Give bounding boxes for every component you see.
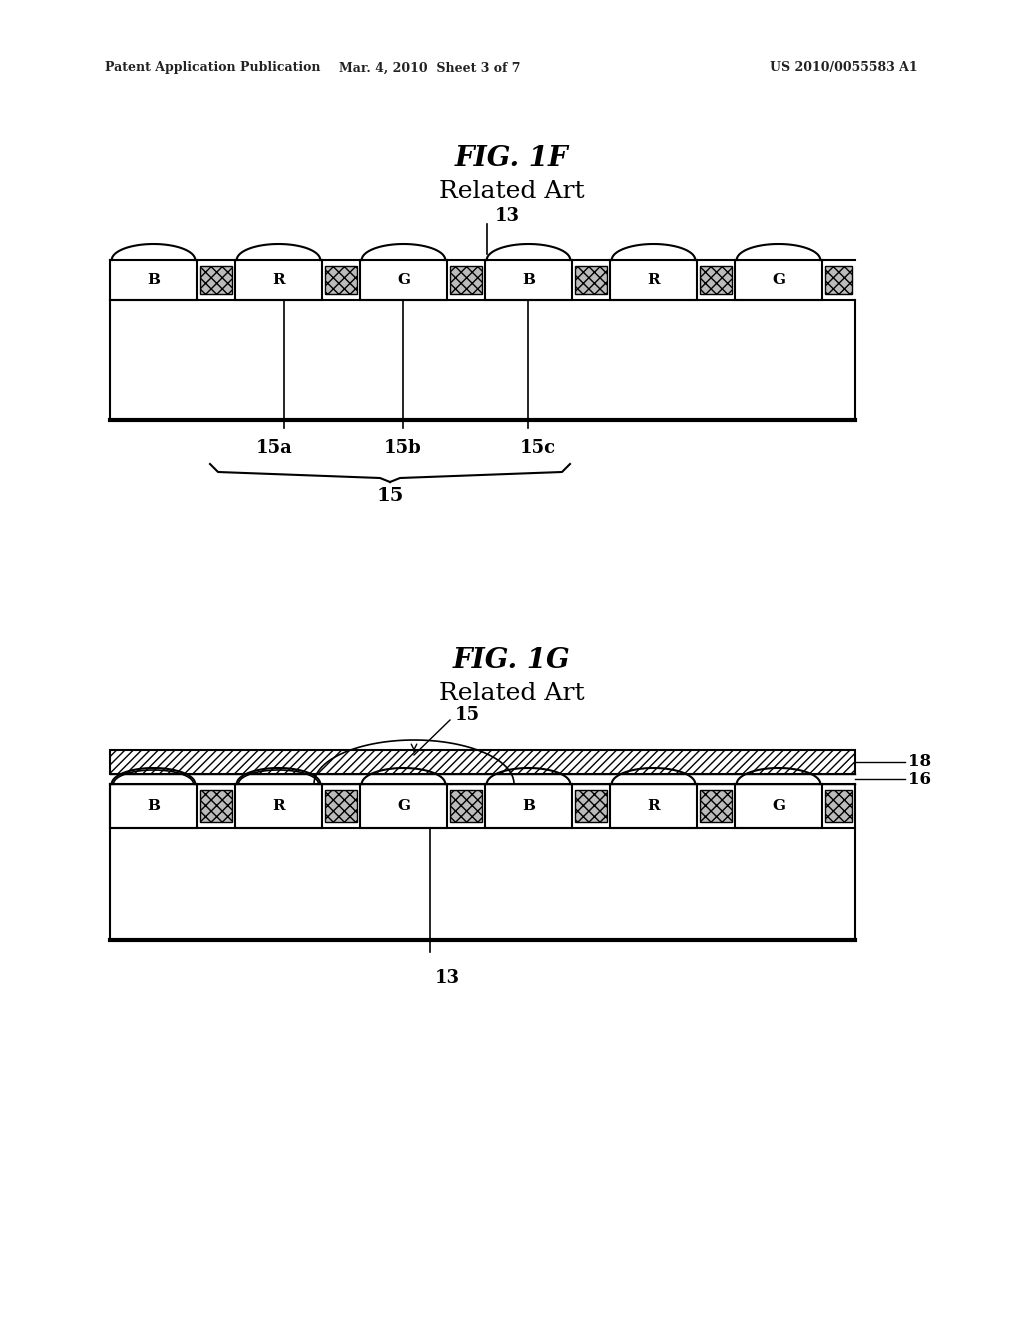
Text: G: G xyxy=(772,273,785,286)
Bar xyxy=(450,267,482,294)
Text: R: R xyxy=(647,273,659,286)
Bar xyxy=(234,260,322,300)
Bar xyxy=(825,789,852,822)
Bar xyxy=(700,267,732,294)
Bar xyxy=(200,789,232,822)
Bar xyxy=(325,267,357,294)
Bar xyxy=(735,260,822,300)
Text: US 2010/0055583 A1: US 2010/0055583 A1 xyxy=(770,62,918,74)
Text: G: G xyxy=(397,273,410,286)
Text: G: G xyxy=(397,799,410,813)
Text: FIG. 1G: FIG. 1G xyxy=(454,647,570,673)
Text: 15a: 15a xyxy=(256,440,293,457)
Text: 15c: 15c xyxy=(520,440,556,457)
Bar xyxy=(575,267,607,294)
Text: Related Art: Related Art xyxy=(439,681,585,705)
Text: B: B xyxy=(522,799,535,813)
Bar xyxy=(575,789,607,822)
Text: 16: 16 xyxy=(908,771,931,788)
Bar xyxy=(360,260,447,300)
Bar xyxy=(825,267,852,294)
Text: FIG. 1F: FIG. 1F xyxy=(455,144,569,172)
Text: 13: 13 xyxy=(495,207,520,224)
Text: 18: 18 xyxy=(908,754,931,771)
Bar xyxy=(200,267,232,294)
Text: Mar. 4, 2010  Sheet 3 of 7: Mar. 4, 2010 Sheet 3 of 7 xyxy=(339,62,521,74)
Text: 15: 15 xyxy=(376,487,403,506)
Text: R: R xyxy=(272,799,285,813)
Text: 13: 13 xyxy=(435,969,460,987)
Bar xyxy=(110,260,197,300)
Text: Patent Application Publication: Patent Application Publication xyxy=(105,62,321,74)
Bar xyxy=(110,750,855,774)
Bar xyxy=(450,789,482,822)
Text: Related Art: Related Art xyxy=(439,181,585,203)
Bar xyxy=(485,260,572,300)
Text: G: G xyxy=(772,799,785,813)
Bar xyxy=(610,260,697,300)
Text: B: B xyxy=(147,799,160,813)
Bar xyxy=(735,784,822,828)
Text: 15: 15 xyxy=(455,706,480,723)
Text: B: B xyxy=(147,273,160,286)
Bar xyxy=(360,784,447,828)
Bar xyxy=(234,784,322,828)
Text: B: B xyxy=(522,273,535,286)
Bar xyxy=(485,784,572,828)
Text: 15b: 15b xyxy=(384,440,422,457)
Text: R: R xyxy=(647,799,659,813)
Bar xyxy=(325,789,357,822)
Bar xyxy=(700,789,732,822)
Text: R: R xyxy=(272,273,285,286)
Bar xyxy=(110,784,197,828)
Bar xyxy=(610,784,697,828)
